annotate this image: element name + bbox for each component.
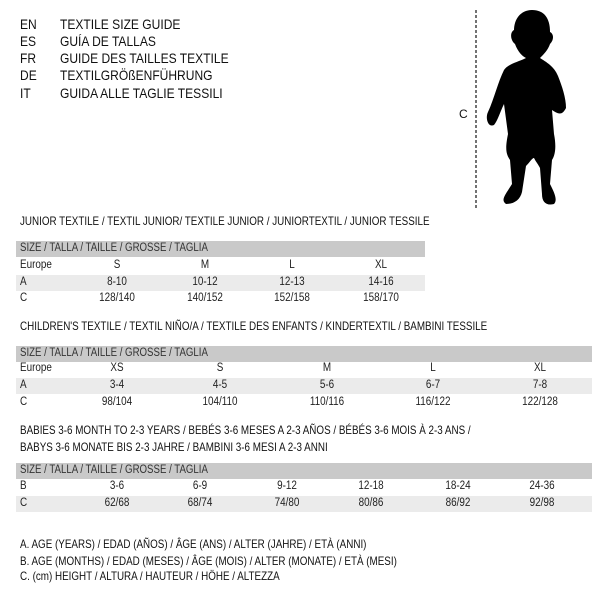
table-cell: 9-12 [277,480,297,492]
table-cell: 116/122 [415,396,451,408]
table-row: Europe S M L XL [16,258,425,274]
table-cell: 3-4 [109,379,125,391]
row-label: C [20,292,28,304]
table-header: SIZE / TALLA / TAILLE / GRÖSSE / TAGLIA [16,241,425,257]
table-cell: 7-8 [532,379,548,391]
table-cell: 6-9 [192,480,208,492]
table-cell: S [216,362,224,374]
table-cell: M [200,259,210,271]
table-title: CHILDREN'S TEXTILE / TEXTIL NIÑO/A / TEX… [20,319,488,333]
language-title: GUIDE DES TAILLES TEXTILE [60,50,229,66]
table-cell: 128/140 [99,292,135,304]
table-title: BABIES 3-6 MONTH TO 2-3 YEARS / BEBÉS 3-… [20,423,471,437]
table-cell: 68/74 [187,497,213,509]
table-cell: L [289,259,295,271]
row-label: C [20,396,28,408]
table-cell: 74/80 [274,497,300,509]
table-cell: L [430,362,436,374]
table-cell: 62/68 [104,497,130,509]
legend-line: A. AGE (YEARS) / EDAD (AÑOS) / ÂGE (ANS)… [20,537,367,551]
table-header-label: SIZE / TALLA / TAILLE / GRÖSSE / TAGLIA [20,464,208,476]
table-cell: 92/98 [529,497,555,509]
table-row: Europe XS S M L XL [16,361,592,377]
table-cell: 18-24 [445,480,471,492]
table-title: BABYS 3-6 MONATE BIS 2-3 JAHRE / BAMBINI… [20,440,328,454]
table-row: C 98/104 104/110 110/116 116/122 122/128 [16,395,592,411]
table-cell: 110/116 [309,396,345,408]
table-row: C 62/68 68/74 74/80 80/86 86/92 92/98 [16,496,592,512]
table-cell: 12-18 [358,480,384,492]
legend-line: C. (cm) HEIGHT / ALTURA / HAUTEUR / HÖHE… [20,569,280,583]
table-cell: S [113,259,121,271]
table-cell: XL [533,362,547,374]
table-cell: 158/170 [363,292,399,304]
table-cell: 140/152 [187,292,223,304]
table-cell: 4-5 [212,379,228,391]
table-cell: 12-13 [279,276,305,288]
table-cell: 80/86 [358,497,384,509]
row-label: B [20,480,27,492]
language-title: TEXTILE SIZE GUIDE [60,16,181,32]
language-code: ES [20,33,37,49]
measure-label: C [459,107,468,121]
row-label: A [20,276,27,288]
table-row: A 3-4 4-5 5-6 6-7 7-8 [16,378,592,394]
language-code: FR [20,50,37,66]
table-cell: 5-6 [319,379,335,391]
baby-silhouette-icon [486,10,566,205]
language-title: TEXTILGRÖßENFÜHRUNG [60,67,213,83]
row-label: A [20,379,27,391]
table-title: JUNIOR TEXTILE / TEXTIL JUNIOR/ TEXTILE … [20,214,430,228]
table-cell: 10-12 [192,276,218,288]
row-label: C [20,497,28,509]
legend-line: B. AGE (MONTHS) / EDAD (MESES) / ÂGE (MO… [20,554,397,568]
table-cell: 6-7 [425,379,441,391]
table-cell: 24-36 [529,480,555,492]
table-cell: 122/128 [522,396,558,408]
table-header: SIZE / TALLA / TAILLE / GRÖSSE / TAGLIA [16,463,592,479]
language-title: GUÍA DE TALLAS [60,33,156,49]
language-code: EN [20,16,37,32]
language-code: DE [20,67,37,83]
language-title: GUIDA ALLE TAGLIE TESSILI [60,85,223,101]
table-row: A 8-10 10-12 12-13 14-16 [16,275,425,291]
table-cell: 8-10 [107,276,127,288]
row-label: Europe [20,362,52,374]
table-header-label: SIZE / TALLA / TAILLE / GRÖSSE / TAGLIA [20,347,208,359]
table-header: SIZE / TALLA / TAILLE / GRÖSSE / TAGLIA [16,346,592,362]
language-code: IT [20,85,31,101]
table-row: C 128/140 140/152 152/158 158/170 [16,291,425,307]
table-cell: 152/158 [274,292,310,304]
table-cell: M [322,362,332,374]
table-cell: 98/104 [101,396,133,408]
table-row: B 3-6 6-9 9-12 12-18 18-24 24-36 [16,479,592,495]
table-cell: 104/110 [202,396,238,408]
table-cell: XS [110,362,124,374]
table-cell: 14-16 [368,276,394,288]
baby-silhouette-figure [475,10,566,208]
table-header-label: SIZE / TALLA / TAILLE / GRÖSSE / TAGLIA [20,242,208,254]
table-cell: 3-6 [109,480,125,492]
row-label: Europe [20,259,52,271]
table-cell: XL [374,259,388,271]
table-cell: 86/92 [445,497,471,509]
